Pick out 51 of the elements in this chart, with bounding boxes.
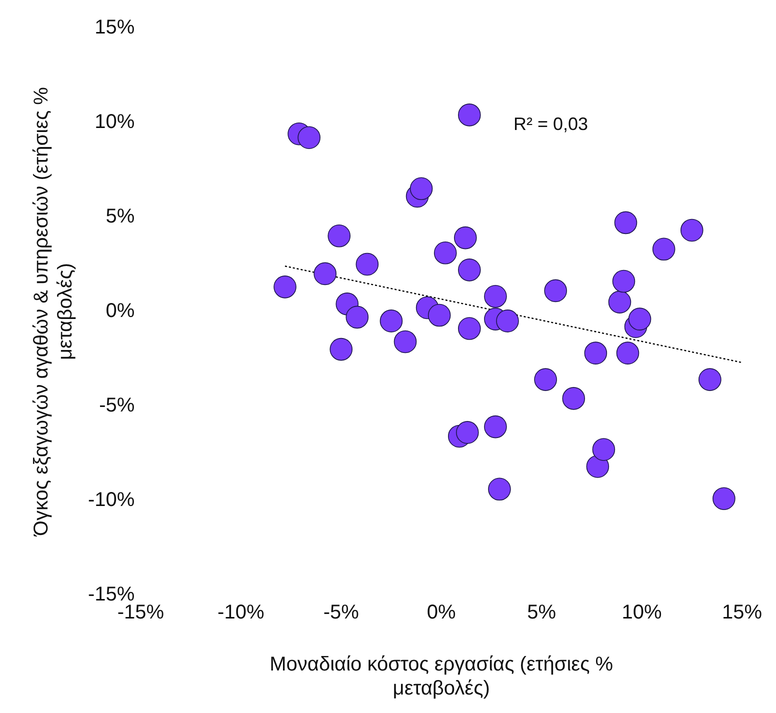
point xyxy=(488,478,511,501)
point xyxy=(496,310,519,332)
y-tick-label: 0% xyxy=(106,300,135,322)
y-tick-label: -15% xyxy=(88,584,135,606)
point xyxy=(330,338,353,361)
point xyxy=(328,224,351,248)
point xyxy=(608,290,632,314)
x-tick-label: 15% xyxy=(722,602,762,624)
point xyxy=(380,310,403,332)
point xyxy=(712,487,736,510)
point xyxy=(544,279,567,302)
point xyxy=(454,226,477,250)
point xyxy=(428,304,451,327)
x-tick-label: 5% xyxy=(527,602,556,624)
x-axis-title: Μοναδιαίο κόστος εργασίας (ετήσιες % μεταβολές) xyxy=(270,654,614,700)
y-tick-label: 5% xyxy=(106,206,135,228)
x-tick-label: 10% xyxy=(622,602,662,624)
point xyxy=(584,342,608,364)
point xyxy=(628,308,652,330)
y-tick-label: 15% xyxy=(94,16,135,39)
point xyxy=(614,211,638,234)
point xyxy=(484,415,507,438)
y-tick-label: -10% xyxy=(88,489,135,512)
point xyxy=(458,317,481,340)
point xyxy=(680,218,704,242)
point xyxy=(616,342,640,364)
x-tick-label: -10% xyxy=(218,602,264,624)
point xyxy=(698,368,722,391)
point xyxy=(346,306,369,329)
annotation: R² = 0,03 xyxy=(513,114,588,134)
point xyxy=(434,242,457,264)
point xyxy=(534,368,557,391)
point xyxy=(274,276,296,298)
point xyxy=(562,387,586,410)
y-axis-title: Όγκος εξαγωγών αγαθών & υπηρεσιών (ετήσιες % μεταβολές) xyxy=(30,86,77,537)
point xyxy=(458,258,481,282)
point xyxy=(484,284,507,308)
point xyxy=(456,421,479,444)
point xyxy=(394,330,417,354)
point xyxy=(458,104,481,126)
point xyxy=(298,126,320,150)
point xyxy=(612,270,636,293)
y-tick-label: 10% xyxy=(94,111,135,134)
y-tick-label: -5% xyxy=(99,394,135,417)
point xyxy=(592,438,616,461)
x-tick-label: -5% xyxy=(323,602,360,624)
x-tick-label: 0% xyxy=(426,602,456,624)
point xyxy=(410,177,433,200)
point xyxy=(314,262,336,286)
point xyxy=(652,238,676,261)
point xyxy=(356,252,379,276)
